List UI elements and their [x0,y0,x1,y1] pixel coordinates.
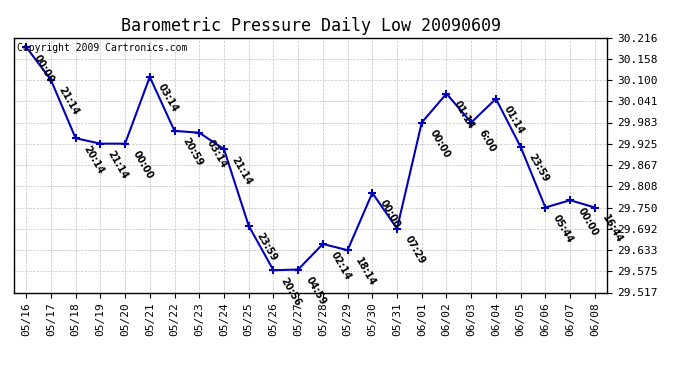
Text: 00:00: 00:00 [575,206,600,238]
Text: 20:59: 20:59 [180,136,204,168]
Text: 23:59: 23:59 [254,231,278,263]
Text: 21:14: 21:14 [230,154,254,186]
Text: 04:59: 04:59 [304,275,328,307]
Text: 20:56: 20:56 [279,276,303,308]
Text: 00:00: 00:00 [378,198,402,230]
Text: 01:14: 01:14 [452,99,476,131]
Text: 00:00: 00:00 [32,53,56,84]
Text: 07:29: 07:29 [402,234,426,266]
Text: 23:59: 23:59 [526,153,551,184]
Text: 03:14: 03:14 [155,82,179,114]
Text: 6:00: 6:00 [477,128,497,154]
Text: 00:00: 00:00 [427,128,451,160]
Text: 18:14: 18:14 [353,256,377,288]
Title: Barometric Pressure Daily Low 20090609: Barometric Pressure Daily Low 20090609 [121,16,500,34]
Text: 20:14: 20:14 [81,144,106,176]
Text: 01:14: 01:14 [502,104,526,136]
Text: Copyright 2009 Cartronics.com: Copyright 2009 Cartronics.com [17,43,187,52]
Text: 00:00: 00:00 [130,149,155,181]
Text: 21:14: 21:14 [106,149,130,181]
Text: 02:14: 02:14 [328,249,353,281]
Text: 03:14: 03:14 [205,138,229,170]
Text: 16:44: 16:44 [600,213,624,245]
Text: 05:44: 05:44 [551,213,575,245]
Text: 21:14: 21:14 [57,86,81,117]
